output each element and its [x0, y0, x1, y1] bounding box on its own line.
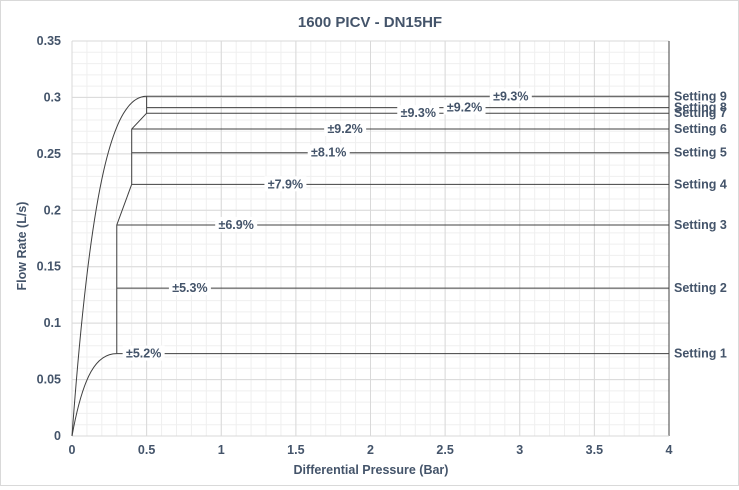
y-axis-title: Flow Rate (L/s): [15, 202, 29, 291]
setting-5-tolerance-label: ±8.1%: [311, 146, 346, 160]
x-tick-label: 1: [218, 443, 225, 457]
y-tick-label: 0.3: [44, 90, 61, 104]
setting-5-tolerance-bg: [307, 144, 350, 160]
y-tick-label: 0.15: [37, 260, 61, 274]
setting-5-label: Setting 5: [674, 146, 727, 160]
x-tick-label: 2.5: [436, 443, 453, 457]
setting-1-rise-curve: [71, 353, 117, 437]
x-axis-title: Differential Pressure (Bar): [294, 463, 449, 477]
setting-8-tolerance-bg: [443, 99, 486, 115]
y-tick-label: 0.05: [37, 373, 61, 387]
y-tick-label: 0.2: [44, 203, 61, 217]
setting-1-tolerance-label: ±5.2%: [126, 347, 161, 361]
setting-3-label: Setting 3: [674, 218, 727, 232]
setting-1-label: Setting 1: [674, 347, 727, 361]
setting-2-tolerance-label: ±5.3%: [172, 281, 207, 295]
setting-7-tolerance-bg: [397, 105, 440, 121]
setting-9-rise-curve: [71, 95, 147, 437]
setting-7-tolerance-label: ±9.3%: [401, 106, 436, 120]
setting-6-label: Setting 6: [674, 122, 727, 136]
x-tick-label: 0.5: [138, 443, 155, 457]
setting-8-tolerance-label: ±9.2%: [447, 101, 482, 115]
setting-9-label: Setting 9: [674, 89, 727, 103]
setting-4-tolerance-bg: [264, 176, 307, 192]
series-labels: Setting 1 ±5.2% Setting 2 ±5.3% Setting 3 ±6.…: [122, 88, 727, 361]
y-tick-label: 0.35: [37, 34, 61, 48]
setting-7-label: Setting 7: [674, 106, 727, 120]
x-tick-label: 3: [516, 443, 523, 457]
x-tick-label: 2: [367, 443, 374, 457]
setting-6-tolerance-bg: [324, 121, 367, 137]
setting-1-tolerance-bg: [122, 345, 165, 361]
setting-9-tolerance-bg: [489, 88, 532, 104]
setting-4-tolerance-label: ±7.9%: [268, 177, 303, 191]
x-tick-label: 3.5: [586, 443, 603, 457]
setting-2-tolerance-bg: [168, 280, 211, 296]
y-tick-label: 0.1: [44, 316, 61, 330]
y-tick-label: 0.25: [37, 147, 61, 161]
setting-2-label: Setting 2: [674, 281, 727, 295]
setting-9-tolerance-label: ±9.3%: [493, 89, 528, 103]
setting-3-tolerance-bg: [215, 216, 258, 232]
chart-title: 1600 PICV - DN15HF: [298, 14, 442, 31]
x-tick-label: 4: [666, 443, 673, 457]
x-tick-label: 0: [69, 443, 76, 457]
x-tick-label: 1.5: [287, 443, 304, 457]
major-gridlines: [71, 40, 670, 437]
setting-6-tolerance-label: ±9.2%: [327, 122, 362, 136]
setting-4-label: Setting 4: [674, 177, 727, 191]
setting-3-tolerance-label: ±6.9%: [218, 218, 253, 232]
y-tick-label: 0: [54, 429, 61, 443]
axis-tick-labels: 0 0.5 1 1.5 2 2.5 3 3.5 4 0 0.05 0.1 0.15 0.2 0.25 0.3 0…: [37, 34, 673, 457]
setting-8-label: Setting 8: [674, 101, 727, 115]
envelope-line: [116, 96, 148, 354]
series-lines: [71, 41, 670, 437]
